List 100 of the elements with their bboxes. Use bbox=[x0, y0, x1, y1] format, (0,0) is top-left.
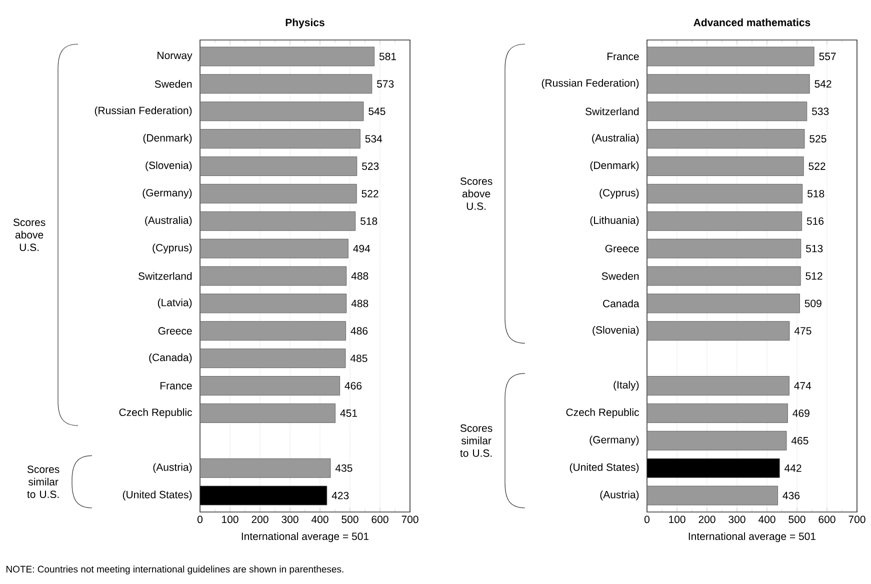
text: NOTE: Countries not meeting international guidelines are shown in parentheses. bbox=[6, 566, 344, 574]
data-label: 522 bbox=[362, 190, 378, 198]
text: Scores similar to U.S. bbox=[460, 424, 492, 457]
y-tick-label: Czech Republic bbox=[119, 408, 192, 418]
data-label: 522 bbox=[808, 162, 826, 170]
data-label: 435 bbox=[335, 464, 352, 472]
data-label: 466 bbox=[344, 382, 362, 390]
y-tick-label: (Russian Federation) bbox=[542, 79, 639, 89]
data-label: 523 bbox=[362, 162, 379, 170]
bar bbox=[646, 266, 801, 286]
x-tick-label: 100 bbox=[222, 516, 238, 524]
y-tick-label: (United States) bbox=[122, 490, 192, 500]
x-tick-label: 500 bbox=[788, 516, 806, 524]
x-tick-label: 600 bbox=[372, 516, 388, 524]
y-tick-label: (Italy) bbox=[614, 380, 639, 391]
bar bbox=[646, 238, 802, 258]
x-tick-label: 600 bbox=[818, 516, 836, 524]
x-tick-label: 0 bbox=[644, 516, 650, 524]
y-tick-label: Sweden bbox=[602, 272, 639, 280]
bar bbox=[200, 458, 331, 478]
y-tick-label: (Denmark) bbox=[590, 161, 639, 172]
bar bbox=[200, 211, 356, 231]
y-tick-label: (Slovenia) bbox=[592, 326, 639, 336]
y-tick-label: (Germany) bbox=[142, 188, 192, 199]
x-tick-label: 300 bbox=[728, 516, 746, 524]
data-label: 485 bbox=[350, 354, 368, 362]
bar bbox=[200, 74, 372, 94]
data-label: 518 bbox=[808, 190, 824, 198]
bar bbox=[646, 458, 780, 478]
bar bbox=[200, 348, 346, 368]
bar bbox=[200, 184, 357, 204]
y-tick-label: (Latvia) bbox=[158, 298, 192, 308]
y-tick-label: France bbox=[160, 382, 192, 390]
y-tick-label: (Austria) bbox=[600, 490, 639, 500]
data-label: 525 bbox=[810, 135, 826, 143]
y-tick-label: Norway bbox=[158, 52, 192, 62]
bar bbox=[200, 238, 348, 258]
x-axis-title: International average = 501 bbox=[688, 532, 816, 542]
y-tick-label: (Cyprus) bbox=[600, 188, 639, 199]
text: Scores above U.S. bbox=[13, 218, 46, 252]
bar bbox=[646, 211, 802, 231]
bar bbox=[646, 321, 790, 341]
data-label: 486 bbox=[350, 327, 368, 335]
x-axis-title: International average = 501 bbox=[242, 532, 369, 542]
bar bbox=[200, 404, 336, 423]
bar bbox=[200, 294, 347, 314]
x-tick-label: 200 bbox=[252, 516, 268, 524]
x-tick-label: 100 bbox=[669, 516, 686, 524]
data-label: 474 bbox=[794, 382, 812, 390]
y-tick-label: (Denmark) bbox=[143, 134, 192, 144]
bar bbox=[646, 404, 788, 423]
y-tick-label: (Australia) bbox=[592, 134, 639, 144]
x-tick-label: 400 bbox=[311, 516, 328, 524]
data-label: 465 bbox=[791, 436, 808, 444]
data-label: 436 bbox=[782, 492, 800, 500]
y-tick-label: Switzerland bbox=[138, 272, 192, 280]
y-tick-label: (Canada) bbox=[149, 353, 192, 364]
y-tick-label: Greece bbox=[605, 244, 639, 252]
bar bbox=[200, 321, 346, 341]
text: Scores similar to U.S. bbox=[27, 466, 60, 498]
bar bbox=[646, 102, 808, 122]
data-label: 533 bbox=[812, 108, 829, 116]
bar bbox=[646, 74, 810, 94]
x-tick-label: 400 bbox=[758, 516, 776, 524]
x-tick-label: 500 bbox=[342, 516, 358, 524]
data-label: 488 bbox=[351, 272, 368, 280]
data-label: 516 bbox=[806, 217, 824, 225]
data-label: 469 bbox=[792, 409, 810, 417]
y-tick-label: France bbox=[607, 52, 639, 60]
y-tick-label: Greece bbox=[158, 327, 192, 335]
x-tick-label: 700 bbox=[402, 516, 418, 524]
data-label: 542 bbox=[814, 80, 832, 88]
y-tick-label: (Lithuania) bbox=[590, 216, 639, 226]
bar bbox=[200, 486, 328, 506]
bar bbox=[200, 156, 358, 176]
bar bbox=[200, 46, 374, 66]
bar bbox=[200, 376, 340, 396]
data-label: 451 bbox=[340, 410, 357, 417]
bar bbox=[646, 46, 814, 66]
y-tick-label: (Slovenia) bbox=[146, 161, 192, 172]
y-tick-label: (Australia) bbox=[145, 216, 192, 226]
y-tick-label: (Austria) bbox=[153, 463, 192, 473]
data-label: 509 bbox=[804, 300, 822, 308]
bar bbox=[646, 129, 805, 148]
data-label: 475 bbox=[794, 327, 812, 335]
y-tick-label: (United States) bbox=[570, 463, 639, 473]
y-tick-label: (Russian Federation) bbox=[94, 106, 192, 116]
data-label: 545 bbox=[368, 108, 386, 116]
y-tick-label: Sweden bbox=[154, 80, 192, 88]
data-label: 513 bbox=[806, 244, 823, 252]
y-tick-label: Czech Republic bbox=[566, 408, 639, 418]
bar bbox=[646, 294, 800, 314]
bar bbox=[200, 102, 364, 122]
data-label: 488 bbox=[351, 300, 368, 308]
bar bbox=[200, 266, 347, 286]
y-tick-label: (Germany) bbox=[590, 436, 639, 446]
bar bbox=[646, 486, 778, 506]
bar bbox=[646, 184, 803, 204]
y-tick-label: Canada bbox=[603, 300, 640, 308]
bar bbox=[200, 129, 360, 148]
